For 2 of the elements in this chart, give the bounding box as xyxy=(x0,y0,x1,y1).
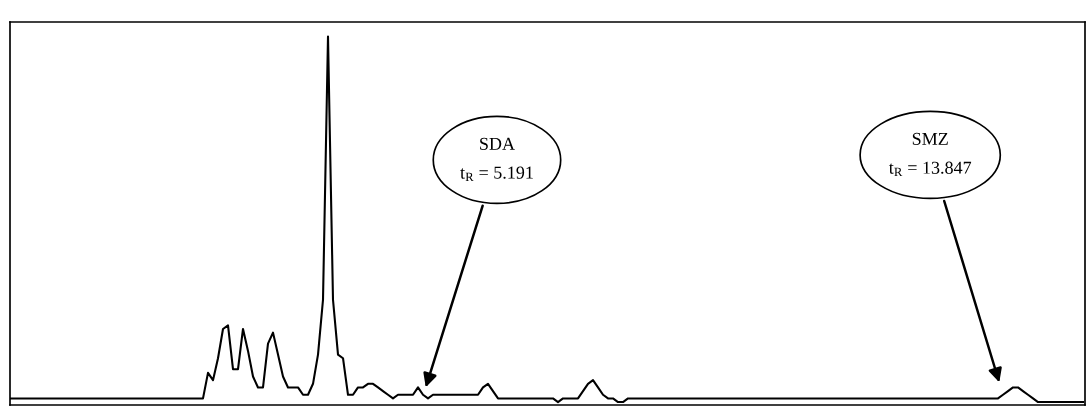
text: SMZ t$_{R}$ = 13.847 xyxy=(888,132,972,177)
text: SDA t$_{R}$ = 5.191 xyxy=(460,137,533,182)
